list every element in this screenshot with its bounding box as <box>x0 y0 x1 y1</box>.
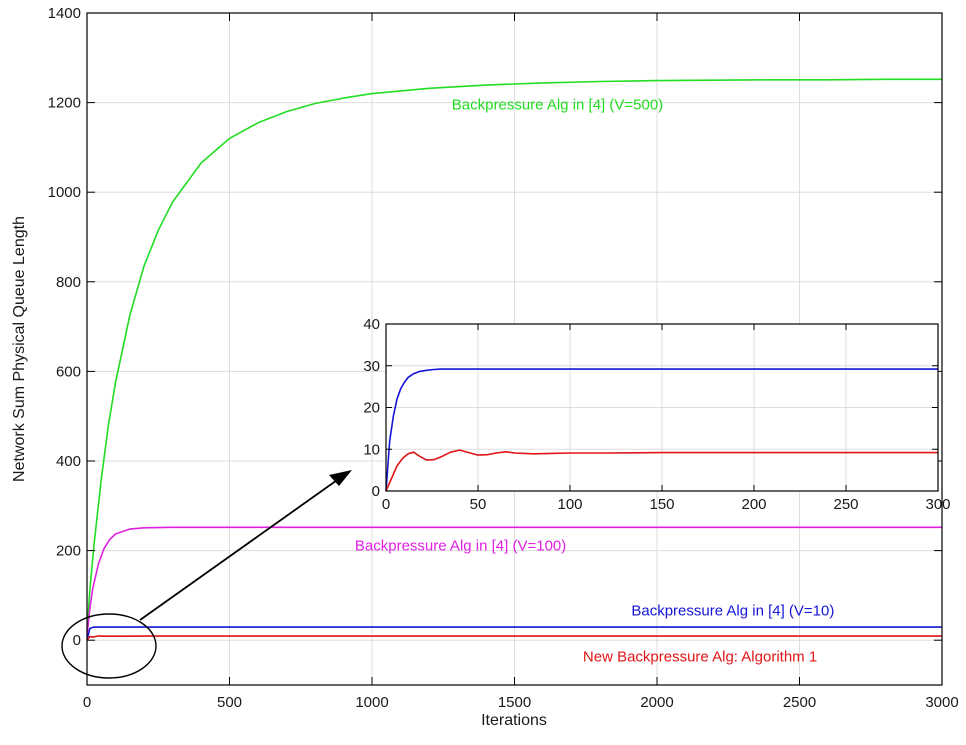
inset-y-tick-label: 30 <box>363 358 380 375</box>
zoom-arrow-line <box>139 477 341 621</box>
main-x-tick-label: 2000 <box>640 694 673 711</box>
main-y-tick-label: 1200 <box>48 95 81 112</box>
main-series-group <box>86 78 942 641</box>
zoom-arrow-head <box>329 470 352 486</box>
main-ticks: 0 500 1000 1500 2000 2500 30000200400600800100… <box>48 5 959 711</box>
main-series-line-backpressure-alg-in-4-v-10 <box>86 626 942 641</box>
main-y-tick-label: 400 <box>56 453 81 470</box>
inset-y-tick-label: 10 <box>363 441 380 458</box>
inset-grid <box>386 324 938 491</box>
series-annotations: Backpressure Alg in [4] (V=500) Backpress… <box>355 96 834 665</box>
main-y-tick-label: 1400 <box>48 5 81 22</box>
main-y-tick-label: 200 <box>56 543 81 560</box>
series-annotation-label: Backpressure Alg in [4] (V=500) <box>452 96 663 113</box>
inset-series-line-backpressure-alg-in-4-v-10 <box>385 368 938 492</box>
main-x-tick-label: 1000 <box>355 694 388 711</box>
main-series-line-backpressure-alg-in-4-v-500 <box>86 78 942 632</box>
inset-y-tick-label: 0 <box>372 483 380 500</box>
main-x-tick-label: 0 <box>83 694 91 711</box>
x-axis-label: Iterations <box>481 712 547 729</box>
main-y-tick-label: 800 <box>56 274 81 291</box>
series-annotation-label: Backpressure Alg in [4] (V=10) <box>631 603 834 620</box>
inset-series-group <box>385 368 938 492</box>
inset-series-line-new-backpressure-alg-algorithm-1 <box>385 449 938 492</box>
main-y-tick-label: 600 <box>56 363 81 380</box>
inset-ticks: 0 50 100 150 200 250 300 0 10 20 30 40 <box>363 316 950 513</box>
inset-x-tick-label: 250 <box>833 496 858 513</box>
main-x-tick-label: 500 <box>217 694 242 711</box>
inset-x-tick-label: 200 <box>741 496 766 513</box>
inset-x-tick-label: 0 <box>382 496 390 513</box>
main-y-tick-label: 0 <box>73 632 81 649</box>
inset-y-tick-label: 20 <box>363 400 380 417</box>
inset-y-tick-label: 40 <box>363 316 380 333</box>
main-x-tick-label: 3000 <box>925 694 958 711</box>
main-x-tick-label: 2500 <box>783 694 816 711</box>
zoom-region-ellipse <box>61 613 157 679</box>
y-axis-label: Network Sum Physical Queue Length <box>11 216 28 482</box>
main-x-tick-label: 1500 <box>498 694 531 711</box>
main-series-line-backpressure-alg-in-4-v-100 <box>86 526 942 636</box>
main-series-line-new-backpressure-alg-algorithm-1 <box>86 635 942 641</box>
inset-x-tick-label: 50 <box>470 496 487 513</box>
inset-x-tick-label: 100 <box>557 496 582 513</box>
inset-x-tick-label: 300 <box>925 496 950 513</box>
series-annotation-label: New Backpressure Alg: Algorithm 1 <box>583 649 817 666</box>
main-y-tick-label: 1000 <box>48 184 81 201</box>
inset-x-tick-label: 150 <box>649 496 674 513</box>
series-annotation-label: Backpressure Alg in [4] (V=100) <box>355 538 566 555</box>
